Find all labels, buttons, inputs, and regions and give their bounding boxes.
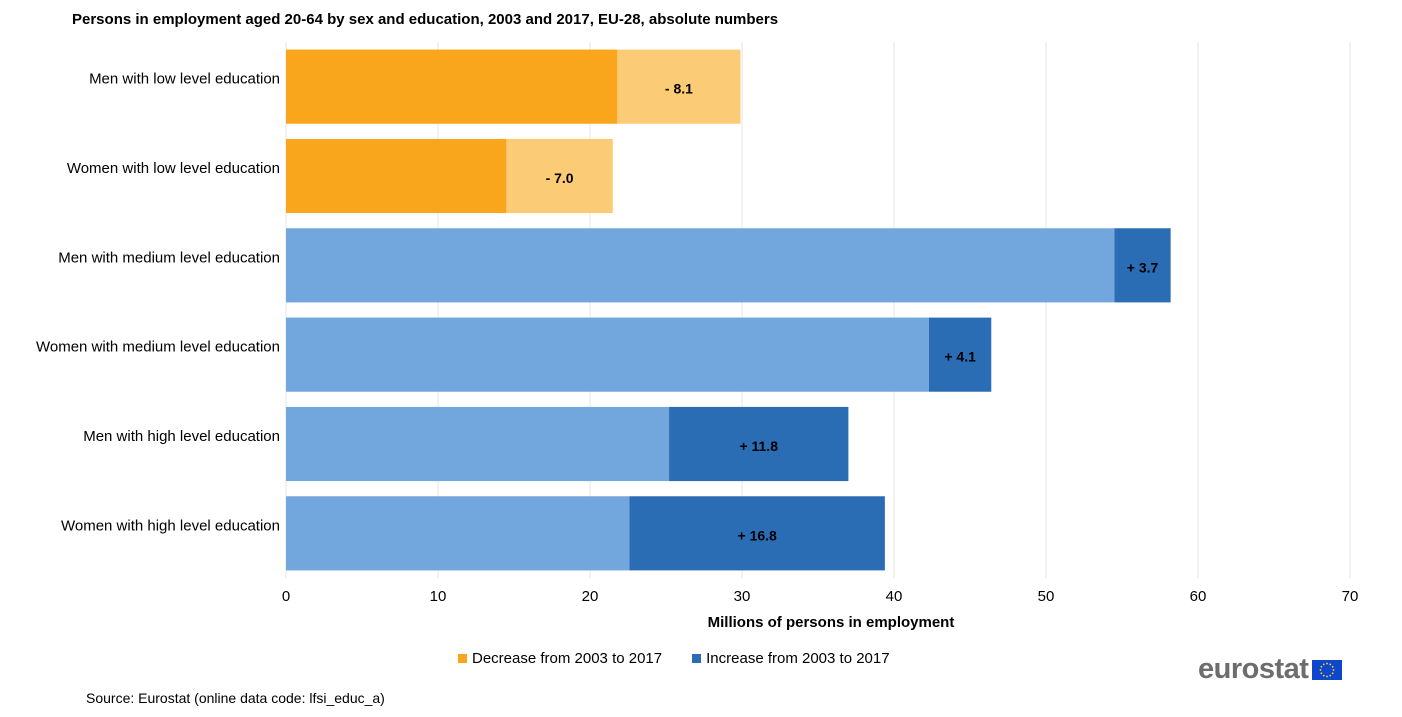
bar-change-2 [1114,228,1171,303]
logo-text: eurostat [1198,653,1309,685]
x-tick-label-70: 70 [1342,588,1359,605]
flag-star [1326,662,1329,664]
bars [286,49,1171,571]
x-tick-label-30: 30 [734,588,751,605]
flag-star [1329,674,1332,677]
x-tick-label-10: 10 [430,588,447,605]
data-label-1: - 7.0 [546,170,574,186]
flag-star [1320,668,1322,671]
x-tick-label-50: 50 [1038,588,1055,605]
data-label-0: - 8.1 [665,81,693,97]
category-label-1: Women with low level education [67,160,280,177]
source-note: Source: Eurostat (online data code: lfsi… [86,690,385,706]
legend-swatch-increase [692,654,702,663]
x-tick-label-0: 0 [282,588,290,605]
bar-base-0 [286,49,618,124]
bar-change-1 [506,138,613,214]
bar-base-2 [286,228,1115,303]
legend-label-increase: Increase from 2003 to 2017 [706,650,890,667]
flag-star [1326,675,1329,677]
category-label-3: Women with medium level education [36,339,280,356]
legend-swatch-decrease [458,654,467,663]
flag-star [1320,665,1323,668]
category-label-5: Women with high level education [61,517,280,534]
bar-change-4 [669,406,849,482]
flag-star [1332,665,1334,668]
x-tick-label-40: 40 [886,588,903,605]
flag-star [1333,668,1335,671]
eurostat-logo: eurostat [1198,653,1343,685]
flag-star [1329,662,1332,665]
data-label-4: + 11.8 [739,438,778,454]
legend-item-increase: Increase from 2003 to 2017 [692,650,890,667]
bar-base-5 [286,496,630,571]
bar-base-4 [286,406,670,482]
data-label-5: + 16.8 [738,527,778,543]
category-label-2: Men with medium level education [58,249,280,266]
data-label-3: + 4.1 [944,349,976,365]
flag-star [1323,674,1326,677]
eu-flag-icon [1312,659,1343,680]
bar-base-3 [286,317,929,392]
gridlines [285,42,1351,578]
legend-label-decrease: Decrease from 2003 to 2017 [472,650,663,667]
legend: Decrease from 2003 to 2017 Increase from… [458,650,890,667]
data-label-2: + 3.7 [1127,259,1159,275]
x-tick-label-60: 60 [1190,588,1207,605]
bar-change-5 [629,496,885,571]
chart-title: Persons in employment aged 20-64 by sex … [72,11,779,28]
category-label-4: Men with high level education [83,428,280,445]
bar-change-0 [617,49,741,124]
bar-base-1 [286,138,507,214]
labels: 0 10 20 30 40 50 60 70 - 8.1 Men with low level e… [36,71,1358,605]
legend-item-decrease: Decrease from 2003 to 2017 [458,650,662,667]
flag-star [1320,671,1323,674]
bar-change-3 [928,317,992,392]
category-label-0: Men with low level education [89,71,280,88]
x-axis-label: Millions of persons in employment [707,614,955,631]
flag-star [1323,662,1326,665]
flag-star [1332,671,1334,674]
x-tick-label-20: 20 [582,588,599,605]
